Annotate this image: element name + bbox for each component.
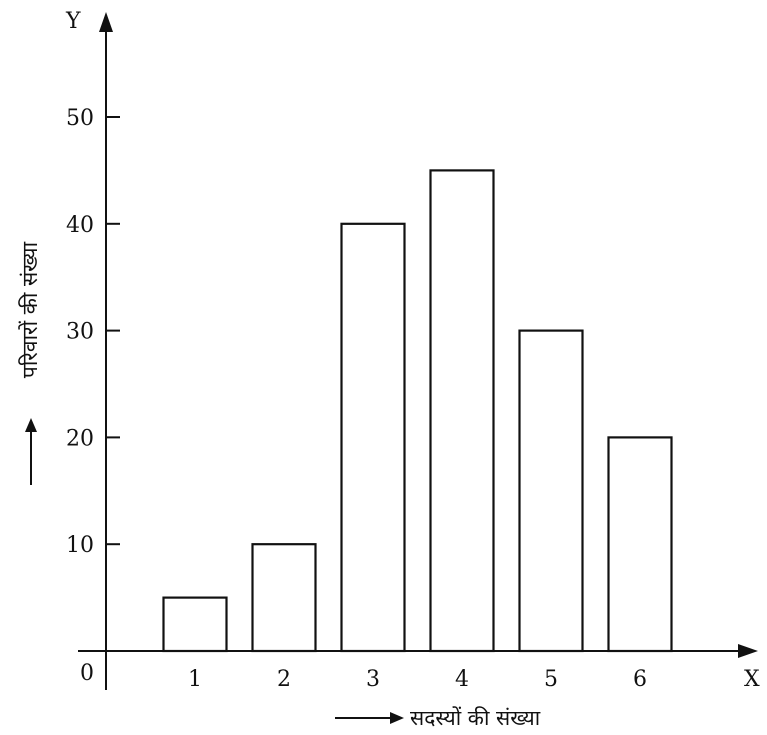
- x-axis-label: सदस्यों की संख्या: [410, 706, 541, 730]
- y-tick-label: 50: [66, 106, 94, 131]
- bar-1: [162, 596, 228, 653]
- y-axis-label-group: परिवारों की संख्या: [18, 241, 42, 485]
- x-label-arrow-head: [390, 712, 404, 724]
- x-axis-arrow: [738, 644, 758, 658]
- x-tick-label: 3: [366, 667, 380, 692]
- y-ticks: 10 20 30 40 50: [66, 106, 120, 558]
- origin-label: 0: [80, 661, 94, 686]
- x-tick-label: 2: [277, 667, 291, 692]
- x-tick-label: 1: [188, 667, 202, 692]
- y-tick-label: 10: [66, 533, 94, 558]
- bars: [162, 169, 673, 653]
- y-tick-label: 30: [66, 320, 94, 345]
- y-axis-arrow: [99, 12, 113, 32]
- bar-4: [429, 169, 495, 653]
- x-tick-labels: 1 2 3 4 5 6: [188, 667, 647, 692]
- x-tick-label: 6: [633, 667, 647, 692]
- x-axis-letter: X: [744, 667, 760, 692]
- bar-2: [251, 543, 317, 653]
- y-label-arrow-head: [25, 418, 37, 432]
- bar-6: [607, 436, 673, 653]
- bar-3: [340, 222, 406, 653]
- y-axis-letter: Y: [65, 9, 81, 34]
- y-tick-label: 40: [66, 213, 94, 238]
- x-axis-label-group: सदस्यों की संख्या: [335, 706, 541, 730]
- y-axis-label: परिवारों की संख्या: [18, 241, 42, 378]
- bar-5: [518, 329, 584, 653]
- y-tick-label: 20: [66, 426, 94, 451]
- x-tick-label: 5: [544, 667, 558, 692]
- x-tick-label: 4: [455, 667, 469, 692]
